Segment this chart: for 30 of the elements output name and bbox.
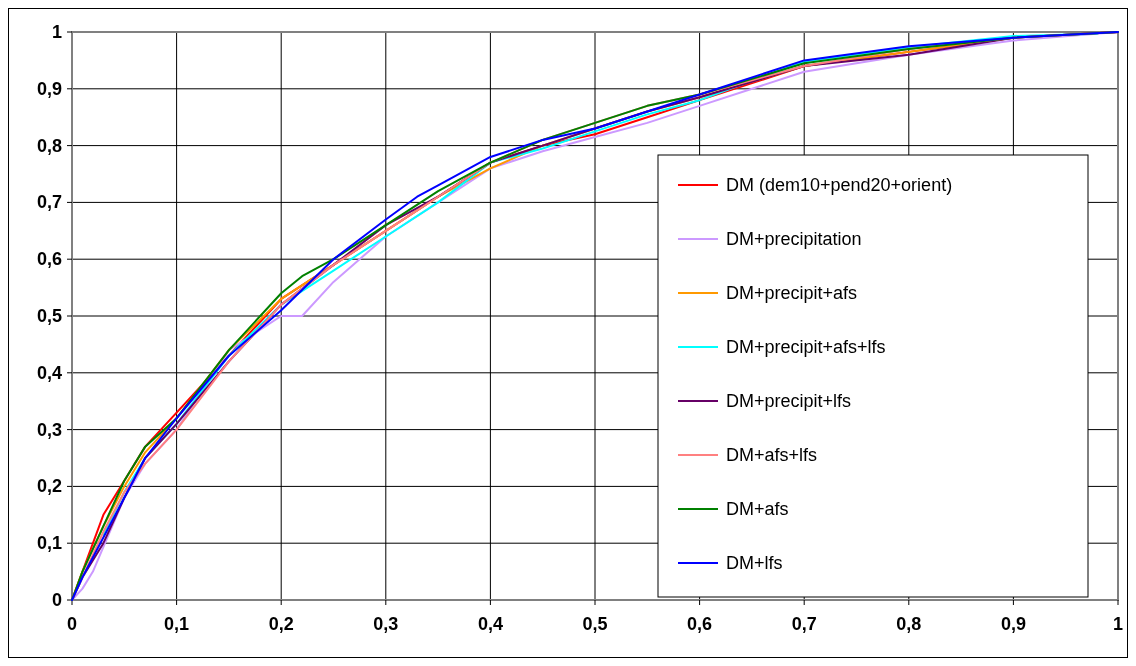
legend-label: DM+afs (726, 499, 789, 519)
legend-label: DM+precipit+lfs (726, 391, 852, 411)
x-tick-label: 0,7 (791, 614, 817, 634)
legend-label: DM+precipit+afs+lfs (726, 337, 886, 357)
x-tick-label: 0,9 (1000, 614, 1026, 634)
y-tick-label: 1 (51, 22, 62, 42)
x-tick-label: 1 (1112, 614, 1124, 634)
legend-label: DM (dem10+pend20+orient) (726, 175, 953, 195)
y-tick-label: 0,4 (36, 362, 62, 383)
y-tick-label: 0,1 (36, 533, 62, 554)
x-tick-label: 0,5 (582, 614, 608, 634)
y-tick-label: 0,2 (36, 476, 62, 497)
x-tick-label: 0,2 (268, 614, 294, 634)
y-tick-label: 0 (51, 590, 62, 610)
y-tick-label: 0,9 (36, 78, 62, 99)
x-tick-label: 0,3 (373, 614, 399, 634)
legend-label: DM+precipit+afs (726, 283, 858, 303)
legend-label: DM+lfs (726, 553, 783, 573)
y-tick-label: 0,7 (36, 192, 62, 213)
legend-label: DM+precipitation (726, 229, 862, 249)
x-tick-label: 0,8 (896, 614, 922, 634)
y-tick-label: 0,8 (36, 135, 62, 156)
x-tick-label: 0,4 (477, 614, 503, 634)
y-tick-label: 0,5 (36, 306, 62, 326)
x-tick-label: 0 (66, 614, 78, 634)
y-tick-label: 0,6 (36, 249, 62, 270)
legend-label: DM+afs+lfs (726, 445, 818, 465)
x-tick-label: 0,6 (687, 614, 713, 634)
y-tick-label: 0,3 (36, 419, 62, 440)
x-tick-label: 0,1 (164, 614, 190, 634)
